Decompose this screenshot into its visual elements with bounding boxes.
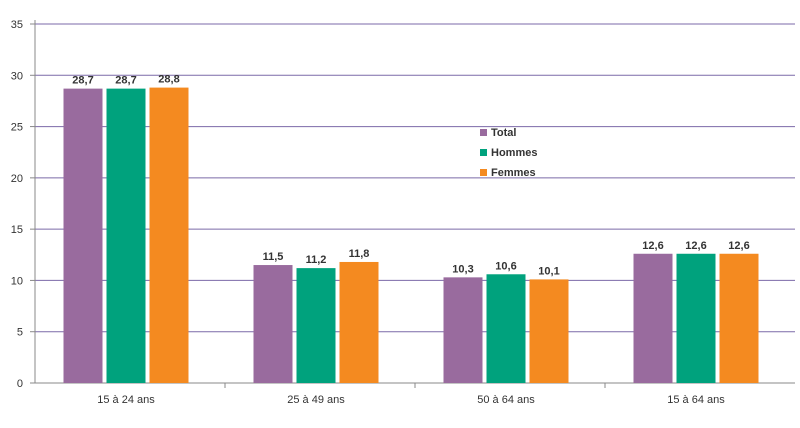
data-label: 28,7 — [72, 75, 93, 87]
data-label: 11,8 — [349, 248, 370, 260]
data-label: 28,8 — [158, 74, 179, 86]
data-label: 12,6 — [728, 240, 749, 252]
y-tick-label: 35 — [11, 19, 23, 31]
y-tick-label: 15 — [11, 224, 23, 236]
legend-swatch — [480, 129, 487, 136]
data-label: 12,6 — [642, 240, 663, 252]
bar — [443, 277, 483, 383]
bar — [63, 88, 103, 384]
bar — [106, 88, 146, 384]
y-axis: 0 5 10 15 20 25 30 35 — [11, 19, 36, 390]
data-label: 28,7 — [115, 75, 136, 87]
bar — [253, 265, 293, 383]
bar — [339, 261, 379, 383]
x-tick-label: 15 à 24 ans — [97, 394, 155, 406]
legend-swatch — [480, 149, 487, 156]
y-tick-label: 30 — [11, 70, 23, 82]
x-axis: 15 à 24 ans 25 à 49 ans 50 à 64 ans 15 à 64… — [35, 382, 795, 406]
x-tick-label: 50 à 64 ans — [477, 394, 535, 406]
data-label: 11,5 — [263, 251, 284, 263]
bar — [486, 274, 526, 383]
y-tick-label: 0 — [17, 378, 23, 390]
y-tick-label: 5 — [17, 327, 23, 339]
bar — [719, 253, 759, 383]
legend-label: Hommes — [491, 147, 537, 159]
data-label: 10,1 — [538, 265, 559, 277]
legend-label: Femmes — [491, 167, 536, 179]
y-tick-label: 20 — [11, 173, 23, 185]
data-label: 10,6 — [495, 260, 516, 272]
y-tick-label: 25 — [11, 122, 23, 134]
bar — [676, 253, 716, 383]
x-tick-label: 15 à 64 ans — [667, 394, 725, 406]
legend-swatch — [480, 169, 487, 176]
bar — [149, 87, 189, 383]
bar — [529, 279, 569, 383]
data-label: 10,3 — [452, 263, 473, 275]
bar — [633, 253, 673, 383]
y-tick-label: 10 — [11, 275, 23, 287]
data-label: 12,6 — [685, 240, 706, 252]
data-label: 11,2 — [306, 254, 327, 266]
legend: Total Hommes Femmes — [480, 127, 537, 179]
x-tick-label: 25 à 49 ans — [287, 394, 345, 406]
legend-label: Total — [491, 127, 516, 139]
bar — [296, 268, 336, 383]
bars: 28,7 28,7 28,8 11,5 11,2 11,8 10,3 10,6 10,1 12,6… — [63, 74, 759, 384]
